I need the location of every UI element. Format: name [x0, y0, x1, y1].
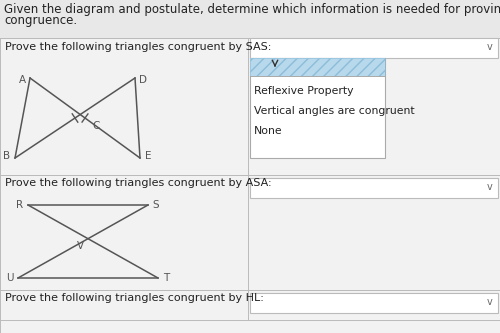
Text: S: S [152, 200, 160, 210]
Bar [0, 290, 500, 333]
Text: v: v [487, 182, 493, 192]
Bar [250, 178, 498, 198]
Text: A: A [18, 75, 26, 85]
Bar [0, 38, 500, 175]
Text: Given the diagram and postulate, determine which information is needed for provi: Given the diagram and postulate, determi… [4, 3, 500, 16]
Text: congruence.: congruence. [4, 14, 77, 27]
Text: v: v [487, 42, 493, 52]
Text: V: V [76, 241, 84, 251]
Text: D: D [139, 75, 147, 85]
Text: Prove the following triangles congruent by ASA:: Prove the following triangles congruent … [5, 178, 272, 188]
Text: C: C [92, 121, 100, 131]
Text: v: v [487, 297, 493, 307]
Text: None: None [254, 126, 282, 136]
Text: Prove the following triangles congruent by SAS:: Prove the following triangles congruent … [5, 42, 272, 52]
Bar [250, 58, 385, 76]
Bar [250, 58, 385, 158]
Bar [0, 175, 500, 290]
Bar [0, 290, 500, 333]
Text: Vertical angles are congruent: Vertical angles are congruent [254, 106, 414, 116]
Bar [250, 293, 498, 313]
Text: Reflexive Property: Reflexive Property [254, 86, 354, 96]
Text: T: T [163, 273, 169, 283]
Text: U: U [6, 273, 14, 283]
Bar [250, 58, 385, 76]
Text: R: R [16, 200, 24, 210]
Bar [0, 175, 500, 290]
Text: B: B [4, 151, 10, 161]
Text: E: E [145, 151, 151, 161]
Bar [0, 0, 500, 38]
Bar [0, 38, 500, 175]
Bar [250, 38, 498, 58]
Text: Prove the following triangles congruent by HL:: Prove the following triangles congruent … [5, 293, 264, 303]
